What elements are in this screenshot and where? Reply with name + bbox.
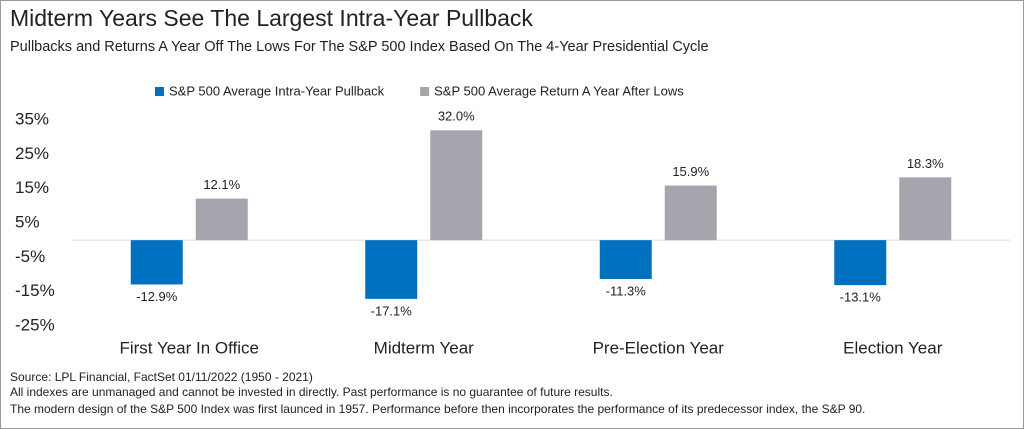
y-tick-label: 15% xyxy=(15,178,49,197)
data-label: 18.3% xyxy=(907,156,944,171)
bar xyxy=(130,240,183,285)
y-tick-label: 5% xyxy=(15,212,40,231)
data-label: -13.1% xyxy=(840,290,882,305)
chart-subtitle: Pullbacks and Returns A Year Off The Low… xyxy=(10,39,709,55)
x-tick-label: Pre-Election Year xyxy=(593,338,725,357)
bar xyxy=(664,185,717,241)
note: All indexes are unmanaged and cannot be … xyxy=(10,385,613,399)
legend-label: S&P 500 Average Return A Year After Lows xyxy=(434,83,684,98)
bar xyxy=(899,177,952,241)
data-label: 32.0% xyxy=(438,109,475,124)
bar xyxy=(430,130,483,241)
y-tick-label: -5% xyxy=(15,247,45,266)
y-tick-label: -25% xyxy=(15,315,55,334)
y-tick-label: 35% xyxy=(15,109,49,128)
x-tick-label: First Year In Office xyxy=(119,338,259,357)
note: The modern design of the S&P 500 Index w… xyxy=(10,402,865,416)
x-tick-label: Midterm Year xyxy=(374,338,474,357)
bar xyxy=(365,240,418,299)
legend-label: S&P 500 Average Intra-Year Pullback xyxy=(169,83,385,98)
data-label: 15.9% xyxy=(672,164,709,179)
y-tick-label: 25% xyxy=(15,144,49,163)
bar xyxy=(599,240,652,279)
legend-swatch xyxy=(155,87,164,96)
bar xyxy=(195,198,248,241)
y-tick-label: -15% xyxy=(15,281,55,300)
x-tick-label: Election Year xyxy=(843,338,943,357)
legend-swatch xyxy=(420,87,430,96)
note: Source: LPL Financial, FactSet 01/11/202… xyxy=(10,370,313,384)
bar xyxy=(834,240,887,286)
data-label: -12.9% xyxy=(136,289,178,304)
chart-title: Midterm Years See The Largest Intra-Year… xyxy=(10,5,533,31)
data-label: -17.1% xyxy=(371,303,413,318)
data-label: 12.1% xyxy=(203,177,240,192)
data-label: -11.3% xyxy=(606,283,647,298)
